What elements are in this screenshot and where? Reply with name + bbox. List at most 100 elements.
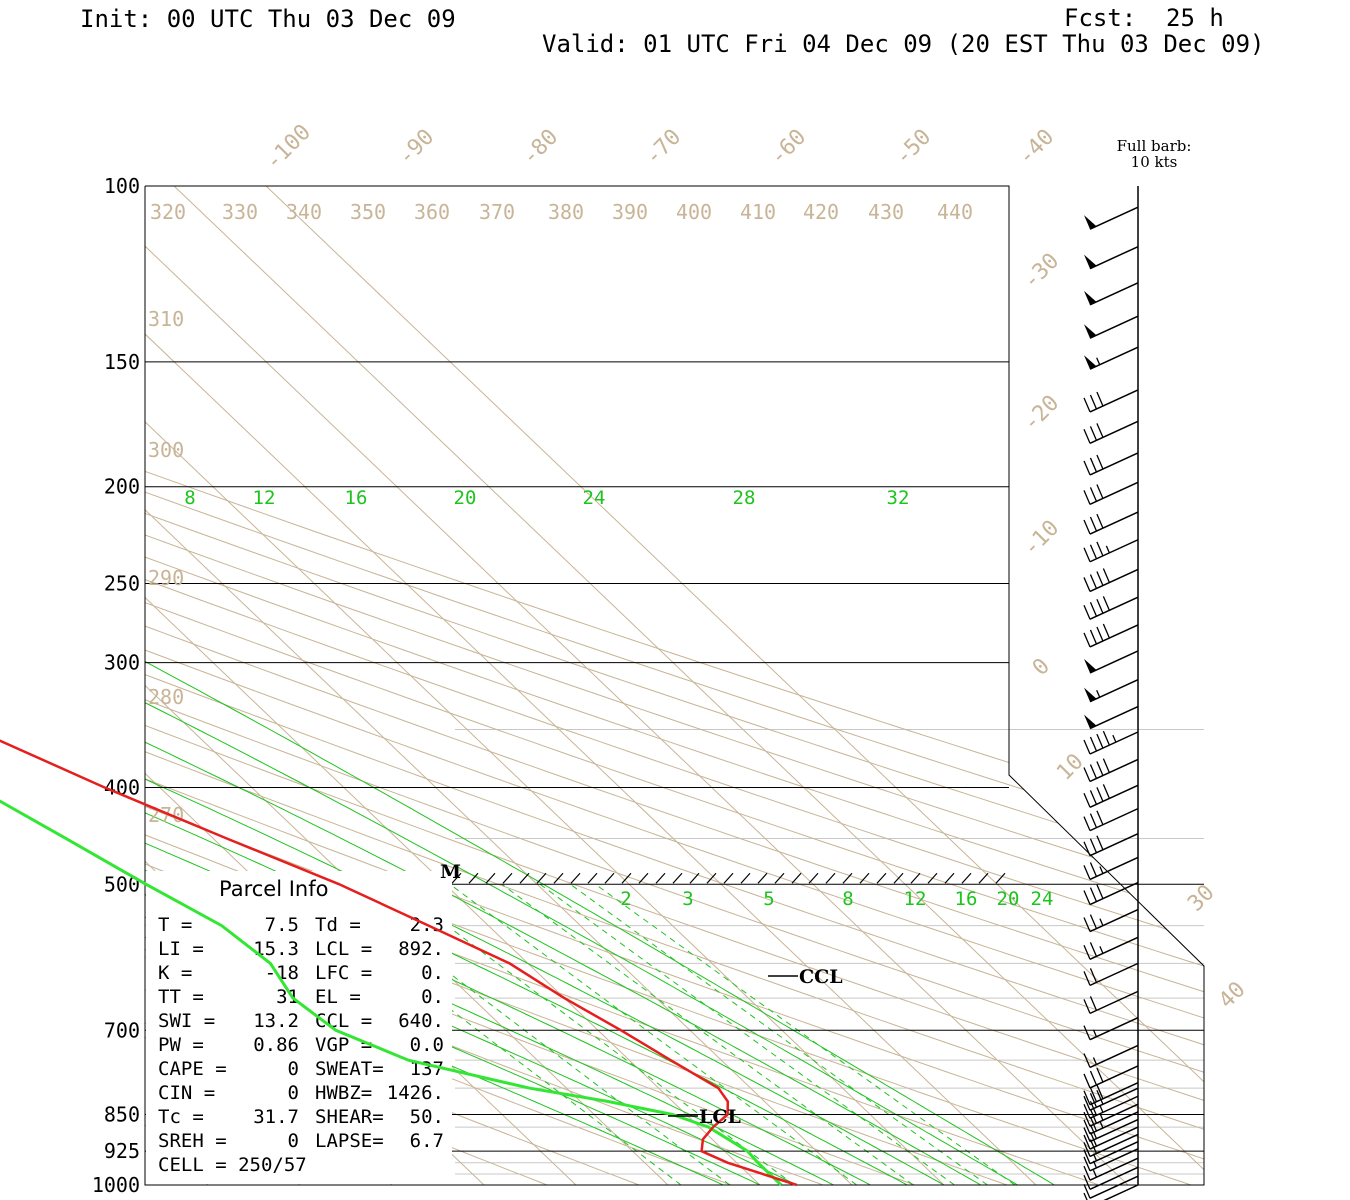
barb-full	[1089, 790, 1098, 805]
pressure-label: 200	[104, 475, 140, 499]
hatch-mark	[655, 872, 666, 884]
barb-half	[1099, 1105, 1104, 1113]
isotherm-label: -70	[641, 125, 687, 171]
parcel-info-cell: T =	[158, 914, 192, 936]
wind-barb	[1083, 1141, 1139, 1165]
dry-adiabat-line	[145, 186, 1204, 1185]
barb-full	[1089, 914, 1098, 929]
wind-barb	[1083, 623, 1139, 648]
barb-half	[1096, 357, 1101, 366]
pressure-label: 1000	[92, 1173, 140, 1197]
barb-shaft	[1089, 705, 1139, 730]
dry-adiabat-line	[145, 186, 789, 1185]
barb-full	[1089, 813, 1098, 828]
barb-full	[1089, 544, 1098, 560]
barb-full	[1083, 1103, 1091, 1119]
hatch-mark	[927, 872, 938, 884]
barb-full	[1083, 971, 1091, 986]
barb-full	[1089, 1101, 1098, 1116]
barb-shaft	[1089, 624, 1139, 648]
wind-barb	[1084, 315, 1139, 339]
parcel-info-cell: CAPE =	[158, 1058, 227, 1080]
pressure-label: 300	[104, 651, 140, 675]
ccl-label: CCL	[799, 966, 843, 988]
wind-barb	[1083, 1111, 1139, 1135]
wind-barb	[1083, 1133, 1139, 1158]
barb-full	[1083, 604, 1091, 620]
barb-full	[1089, 457, 1098, 473]
barb-full	[1096, 454, 1104, 470]
m-marker: M	[440, 861, 461, 883]
barb-full	[1096, 835, 1104, 851]
pressure-label: 850	[104, 1102, 140, 1126]
barb-full	[1102, 730, 1110, 746]
barb-full	[1096, 484, 1104, 499]
hatch-mark	[451, 872, 462, 884]
parcel-info-cell: HWBZ=	[315, 1082, 372, 1104]
barb-full	[1083, 865, 1091, 880]
barb-full	[1089, 1108, 1098, 1124]
barb-full	[1083, 1127, 1091, 1142]
barb-shaft	[1089, 1044, 1139, 1069]
barb-full	[1083, 1119, 1091, 1135]
barb-flag	[1084, 324, 1097, 339]
lcl-label: LCL	[699, 1106, 741, 1128]
parcel-info-cell: LFC =	[315, 962, 372, 984]
hatch-mark	[740, 872, 751, 884]
barb-shaft	[1089, 420, 1139, 444]
barb-full	[1096, 1084, 1104, 1100]
hatch-mark	[723, 872, 734, 884]
barb-full	[1083, 1134, 1091, 1150]
hatch-mark	[978, 872, 989, 884]
dry-adiabat-line	[145, 186, 1204, 1185]
theta-label: 350	[350, 200, 386, 224]
mixing-ratio-label: 24	[1031, 888, 1054, 910]
barb-full	[1096, 810, 1104, 825]
wind-barb	[1083, 1175, 1139, 1199]
barb-half	[1092, 1160, 1098, 1169]
pressure-label: 150	[104, 350, 140, 374]
barb-full	[1089, 1131, 1098, 1147]
wind-barb	[1083, 1095, 1139, 1119]
parcel-info-cell: 6.7	[410, 1130, 444, 1152]
barb-shaft	[1089, 315, 1139, 339]
isotherm-label: -80	[518, 125, 564, 171]
barb-full	[1089, 838, 1098, 854]
barb-shaft	[1089, 758, 1139, 783]
barb-shaft	[1089, 856, 1139, 881]
barb-shaft	[1089, 452, 1139, 476]
barb-flag	[1084, 658, 1097, 673]
isotherm-label: 10	[1052, 749, 1088, 785]
barb-flag	[1084, 254, 1097, 269]
barb-shaft	[1089, 511, 1139, 535]
isotherm-line	[145, 186, 945, 1185]
hatch-mark	[706, 872, 717, 884]
theta-labels: 320 330 340 350 360 370 380 390 400 410 420 430 440 3…	[148, 200, 973, 827]
barb-shaft	[1089, 1095, 1139, 1119]
mixing-ratio-line	[391, 883, 795, 1185]
wind-barb	[1083, 833, 1139, 857]
barb-half	[1099, 1112, 1104, 1121]
barb-half	[1092, 1057, 1098, 1065]
hatch-mark	[621, 872, 632, 884]
barb-shaft	[1103, 1184, 1139, 1200]
dry-adiabat-line	[145, 186, 1204, 1185]
parcel-info-cell: SWI =	[158, 1010, 215, 1032]
barb-shaft	[1089, 650, 1139, 674]
barb-full	[1083, 490, 1091, 505]
theta-label: 420	[803, 200, 839, 224]
wind-barb	[1083, 962, 1139, 987]
barb-full	[1083, 1175, 1091, 1190]
theta-label: 320	[150, 200, 186, 224]
isotherm-line	[145, 186, 1129, 1185]
wind-barb	[1083, 1126, 1139, 1150]
barb-full	[1089, 1070, 1098, 1086]
parcel-info-cell: VGP =	[315, 1034, 372, 1056]
hatch-mark	[944, 872, 955, 884]
hatch-mark	[672, 872, 683, 884]
barb-half	[1096, 689, 1101, 698]
hatch-mark	[774, 872, 785, 884]
barb-shaft	[1089, 1157, 1139, 1181]
mixing-ratio-line	[539, 883, 955, 1185]
